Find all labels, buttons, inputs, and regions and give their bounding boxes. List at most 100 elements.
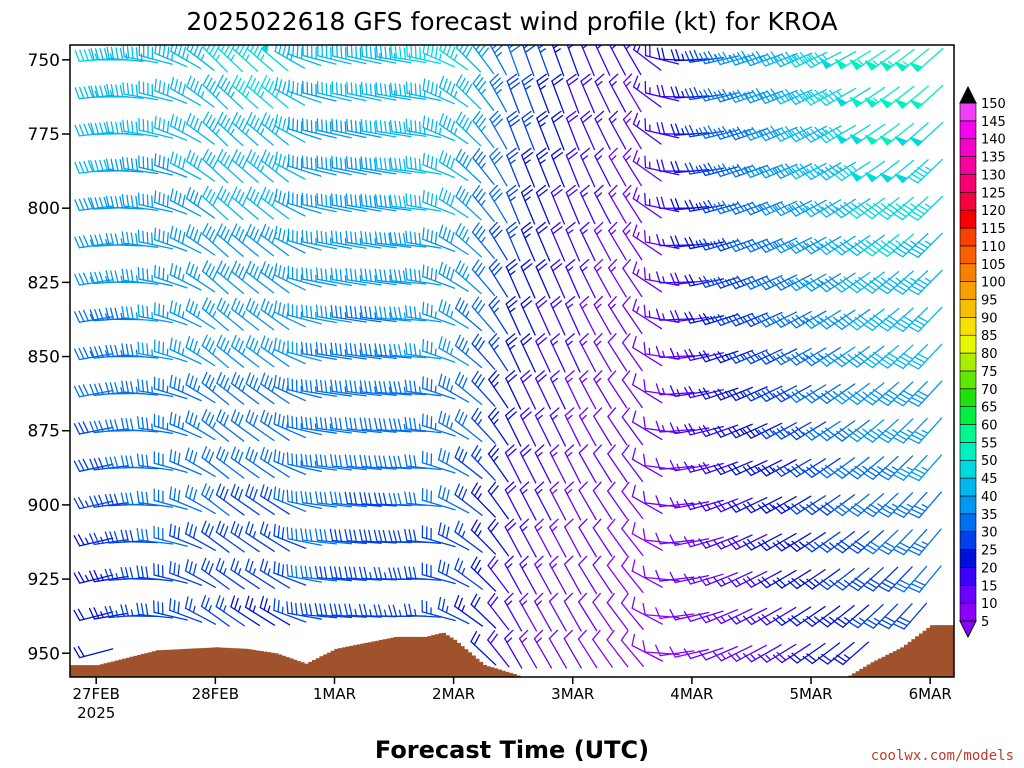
wind-barb xyxy=(504,592,523,632)
wind-barb xyxy=(802,494,841,516)
wind-barb xyxy=(608,184,627,224)
wind-barb xyxy=(534,407,552,447)
wind-barb xyxy=(550,147,565,188)
wind-barb xyxy=(548,592,567,632)
wind-barb xyxy=(892,417,928,444)
wind-barb xyxy=(138,45,173,65)
wind-barb xyxy=(832,456,870,479)
wind-barb xyxy=(802,199,842,218)
colorbar-label: 140 xyxy=(981,133,1006,148)
wind-barb xyxy=(422,78,455,105)
colorbar-label: 95 xyxy=(981,293,998,308)
wind-barb xyxy=(359,454,397,470)
wind-barb xyxy=(757,163,798,179)
chart-title: 2025022618 GFS forecast wind profile (kt… xyxy=(186,7,837,36)
wind-barb xyxy=(330,267,367,286)
wind-barb xyxy=(230,409,260,442)
wind-barb xyxy=(670,160,710,174)
wind-barb xyxy=(454,408,483,443)
wind-barb xyxy=(757,200,798,216)
wind-barb xyxy=(757,532,797,552)
wind-barb xyxy=(230,483,260,516)
wind-barb xyxy=(169,151,202,180)
wind-barb xyxy=(315,379,352,397)
wind-barb xyxy=(519,407,537,447)
wind-barb xyxy=(563,629,582,669)
y-tick-label: 775 xyxy=(28,125,60,145)
wind-barb xyxy=(550,333,566,373)
wind-barb xyxy=(849,49,886,71)
wind-barb xyxy=(787,347,827,366)
wind-barb xyxy=(772,421,812,440)
wind-barb xyxy=(438,410,470,440)
wind-barb xyxy=(260,298,290,331)
wind-barb xyxy=(488,370,509,409)
wind-barb xyxy=(403,566,442,581)
colorbar-label: 80 xyxy=(981,347,998,362)
wind-barb xyxy=(623,73,642,113)
wind-barb xyxy=(153,264,188,289)
colorbar-swatch xyxy=(959,584,977,604)
wind-barb xyxy=(607,407,628,446)
wind-barb xyxy=(106,83,144,99)
x-tick-label: 1MAR xyxy=(313,685,356,703)
wind-barb xyxy=(535,333,551,373)
wind-barb xyxy=(300,416,338,434)
wind-barb xyxy=(521,147,536,188)
wind-barb xyxy=(406,45,442,65)
wind-barb xyxy=(331,193,367,212)
wind-barb xyxy=(892,380,928,407)
wind-barb xyxy=(742,459,783,477)
wind-barb xyxy=(632,149,662,182)
wind-barb xyxy=(565,258,581,299)
wind-barb xyxy=(787,532,826,552)
wind-barb xyxy=(470,556,497,592)
wind-barb xyxy=(772,88,813,105)
wind-barb xyxy=(300,565,338,582)
wind-barb xyxy=(757,274,798,291)
wind-barb xyxy=(202,74,229,110)
wind-barb xyxy=(622,221,643,261)
wind-barb xyxy=(88,607,129,620)
wind-barb xyxy=(849,160,886,182)
colorbar-label: 130 xyxy=(981,168,1006,183)
colorbar-swatch xyxy=(959,388,977,407)
wind-barb xyxy=(787,162,827,180)
wind-barb xyxy=(455,45,482,73)
colorbar-label: 75 xyxy=(981,365,998,380)
wind-barb xyxy=(472,185,495,223)
colorbar-label: 85 xyxy=(981,329,998,344)
wind-barb xyxy=(817,494,856,516)
wind-barb xyxy=(301,155,337,176)
wind-barb xyxy=(832,604,870,628)
wind-barb xyxy=(580,110,596,151)
wind-barb xyxy=(593,258,612,298)
wind-barb xyxy=(105,232,144,247)
wind-barb xyxy=(329,603,367,618)
wind-barb xyxy=(820,50,857,70)
wind-barb xyxy=(506,147,521,188)
wind-barb xyxy=(505,221,521,262)
wind-barbs xyxy=(73,45,944,669)
wind-barb xyxy=(549,555,567,595)
wind-barb xyxy=(893,565,928,593)
wind-barb xyxy=(565,221,581,262)
wind-barb xyxy=(607,258,627,298)
wind-barb xyxy=(518,629,538,669)
wind-barb xyxy=(404,379,442,397)
wind-barb xyxy=(287,265,322,288)
wind-barb xyxy=(757,569,797,589)
wind-barb xyxy=(757,422,797,440)
wind-barb xyxy=(404,305,442,323)
colorbar-swatch xyxy=(959,513,977,532)
x-tick-label: 5MAR xyxy=(789,685,832,703)
wind-barb xyxy=(757,606,797,626)
wind-barb xyxy=(185,224,216,256)
wind-barb xyxy=(535,221,551,262)
wind-barb xyxy=(331,155,367,176)
wind-barb xyxy=(847,603,884,629)
wind-barb xyxy=(909,47,944,73)
wind-barb xyxy=(632,75,662,108)
wind-barb xyxy=(787,642,826,664)
